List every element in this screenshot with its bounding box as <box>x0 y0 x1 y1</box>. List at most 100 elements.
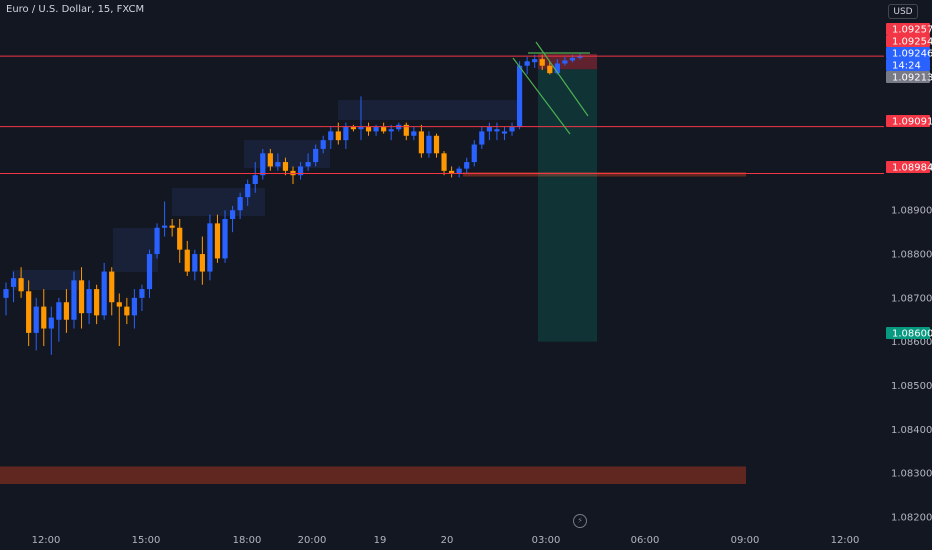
candle <box>358 96 364 141</box>
price-tag[interactable]: 1.08600 <box>886 327 932 340</box>
candle <box>290 166 296 184</box>
candle <box>328 127 334 149</box>
candle <box>267 148 273 171</box>
lightning-icon[interactable]: ⚡ <box>573 514 587 528</box>
candle <box>252 162 258 193</box>
candle <box>139 284 145 311</box>
candle <box>94 284 100 325</box>
consolidation-box <box>172 188 265 216</box>
consolidation-box <box>338 100 520 120</box>
price-tag[interactable]: 1.09254 <box>886 35 932 48</box>
trend-line[interactable] <box>512 57 571 135</box>
candle <box>547 61 553 75</box>
candle <box>305 153 311 171</box>
candle <box>131 289 137 329</box>
price-tick-label: 1.08800 <box>891 250 932 261</box>
candle <box>169 219 175 237</box>
candle <box>282 157 289 176</box>
candle <box>222 210 228 263</box>
price-tag[interactable]: 1.08984 <box>886 161 932 174</box>
candle <box>48 306 54 355</box>
svg-text:1.08600: 1.08600 <box>892 329 932 340</box>
candle <box>320 135 326 154</box>
candle <box>78 267 85 329</box>
time-tick-label: 09:00 <box>731 535 760 546</box>
candle <box>365 122 372 136</box>
demand-zone[interactable] <box>0 466 746 485</box>
trend-line[interactable] <box>535 41 589 117</box>
candle <box>116 293 122 347</box>
price-tick-label: 1.08500 <box>891 381 932 392</box>
candle <box>18 267 24 298</box>
candle <box>449 166 455 178</box>
candle <box>229 205 236 233</box>
candle <box>192 249 198 281</box>
candle <box>532 54 538 68</box>
time-tick-label: 03:00 <box>532 535 561 546</box>
candle <box>426 131 432 158</box>
candle <box>539 54 545 71</box>
candle <box>464 157 470 174</box>
time-tick-label: 18:00 <box>233 535 262 546</box>
position-target-zone[interactable] <box>538 69 597 342</box>
candle <box>162 201 168 237</box>
candle <box>381 122 387 134</box>
candle <box>71 271 77 329</box>
price-tick-label: 1.08600 <box>891 337 932 348</box>
time-tick-label: 20 <box>441 535 454 546</box>
candles-layer <box>3 53 583 355</box>
candle <box>214 214 221 263</box>
candle <box>509 122 515 136</box>
candle <box>260 148 266 180</box>
candle <box>313 144 319 167</box>
time-tick-label: 06:00 <box>631 535 660 546</box>
candle <box>516 61 523 130</box>
time-tick-label: 12:00 <box>831 535 860 546</box>
candle <box>524 56 530 75</box>
candle <box>494 122 500 141</box>
price-tag[interactable]: 1.09091 <box>886 115 932 128</box>
svg-text:1.09257: 1.09257 <box>892 25 932 36</box>
time-tick-label: 15:00 <box>132 535 161 546</box>
candle <box>33 297 39 351</box>
drawings-layer <box>0 41 884 174</box>
price-tag[interactable]: 1.09257 <box>886 23 932 36</box>
price-tick-label: 1.08900 <box>891 206 932 217</box>
price-tick-label: 1.08400 <box>891 425 932 436</box>
candle <box>456 166 462 178</box>
support-zone[interactable] <box>463 172 746 177</box>
candle <box>297 162 304 180</box>
price-tag[interactable]: 1.09213 <box>886 71 932 84</box>
candle <box>403 122 409 141</box>
price-tag[interactable]: 14:24 <box>886 59 930 72</box>
candle <box>479 127 485 149</box>
candle <box>441 151 447 176</box>
price-axis[interactable]: 1.090001.089001.088001.087001.086001.085… <box>886 23 932 523</box>
candle <box>275 153 281 171</box>
candle <box>245 179 251 206</box>
currency-button[interactable]: USD <box>888 4 918 19</box>
candle <box>86 280 92 325</box>
candle <box>101 262 107 320</box>
candle <box>388 124 394 141</box>
time-tick-label: 12:00 <box>32 535 61 546</box>
symbol-title[interactable]: Euro / U.S. Dollar, 15, FXCM <box>6 4 145 15</box>
candle <box>433 133 440 158</box>
candle <box>177 219 183 263</box>
candle <box>154 223 160 259</box>
price-tick-label: 1.08700 <box>891 293 932 304</box>
candle <box>109 267 115 316</box>
price-tick-label: 1.08200 <box>891 512 932 523</box>
candle <box>26 280 32 347</box>
svg-text:1.09246: 1.09246 <box>892 49 932 60</box>
candle <box>350 124 357 132</box>
time-axis[interactable]: 12:00 15:00 18:00 20:00 19 20 03:00 06:00 09:00 1… <box>32 535 860 546</box>
price-tag[interactable]: 1.09246 <box>886 47 932 60</box>
candle <box>184 240 190 276</box>
candle <box>418 124 424 158</box>
candle <box>10 271 17 303</box>
candle <box>335 122 341 145</box>
time-tick-label: 20:00 <box>298 535 327 546</box>
